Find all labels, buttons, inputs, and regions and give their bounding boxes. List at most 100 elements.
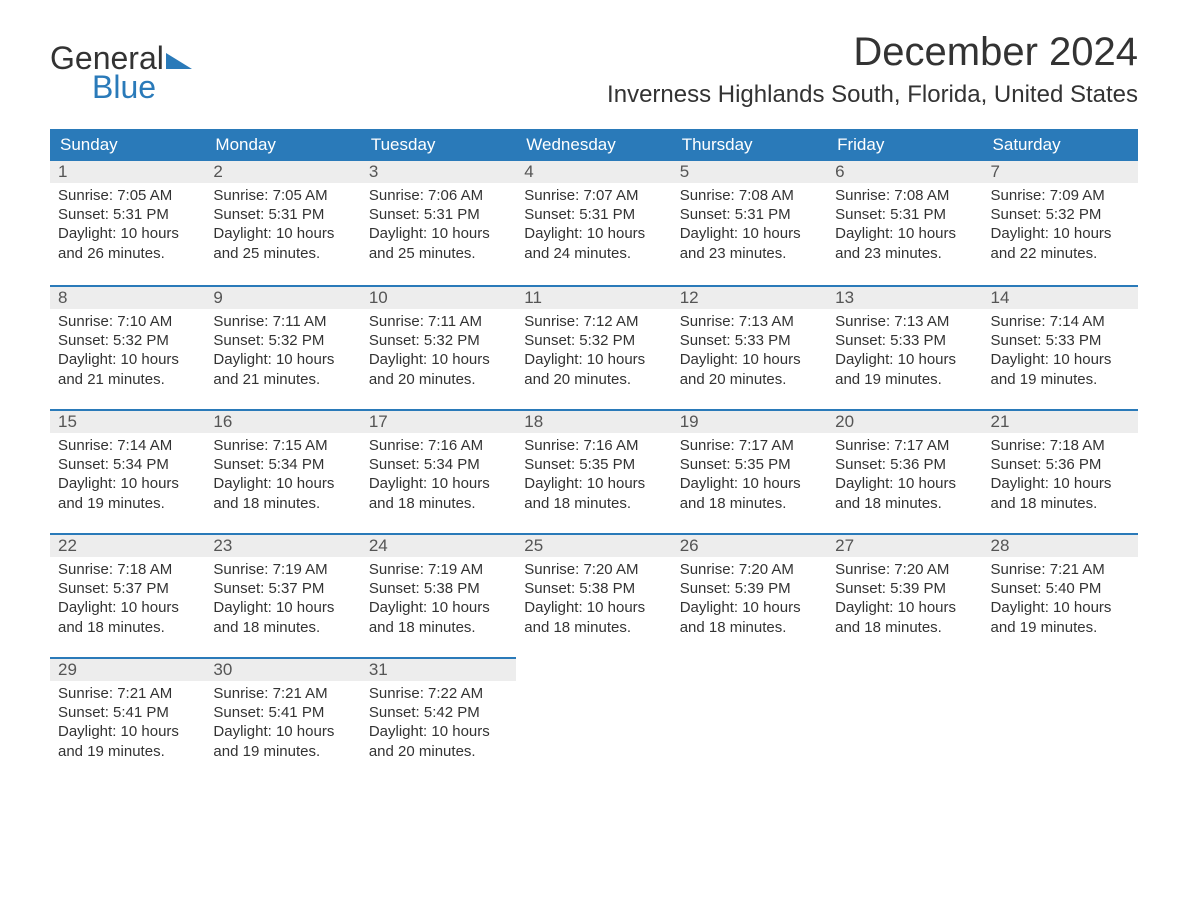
day-details: Sunrise: 7:20 AMSunset: 5:39 PMDaylight:… bbox=[672, 557, 827, 643]
day-number: 3 bbox=[361, 161, 516, 183]
calendar-day-cell: 21Sunrise: 7:18 AMSunset: 5:36 PMDayligh… bbox=[983, 409, 1138, 533]
calendar-day-cell: 29Sunrise: 7:21 AMSunset: 5:41 PMDayligh… bbox=[50, 657, 205, 781]
day-number: 28 bbox=[983, 533, 1138, 557]
day-details: Sunrise: 7:13 AMSunset: 5:33 PMDaylight:… bbox=[672, 309, 827, 395]
sunset-text: Sunset: 5:35 PM bbox=[680, 455, 819, 474]
daylight-line2: and 18 minutes. bbox=[213, 494, 352, 513]
daylight-line2: and 24 minutes. bbox=[524, 244, 663, 263]
day-number: 19 bbox=[672, 409, 827, 433]
calendar-day-cell: 26Sunrise: 7:20 AMSunset: 5:39 PMDayligh… bbox=[672, 533, 827, 657]
sunset-text: Sunset: 5:34 PM bbox=[369, 455, 508, 474]
day-number: 11 bbox=[516, 285, 671, 309]
calendar-day-cell: 18Sunrise: 7:16 AMSunset: 5:35 PMDayligh… bbox=[516, 409, 671, 533]
calendar-day-cell: 30Sunrise: 7:21 AMSunset: 5:41 PMDayligh… bbox=[205, 657, 360, 781]
day-number: 31 bbox=[361, 657, 516, 681]
daylight-line1: Daylight: 10 hours bbox=[680, 350, 819, 369]
sunset-text: Sunset: 5:37 PM bbox=[58, 579, 197, 598]
day-details: Sunrise: 7:15 AMSunset: 5:34 PMDaylight:… bbox=[205, 433, 360, 519]
calendar-day-cell: 8Sunrise: 7:10 AMSunset: 5:32 PMDaylight… bbox=[50, 285, 205, 409]
daylight-line1: Daylight: 10 hours bbox=[524, 474, 663, 493]
day-number bbox=[672, 657, 827, 679]
calendar-day-cell: 11Sunrise: 7:12 AMSunset: 5:32 PMDayligh… bbox=[516, 285, 671, 409]
sunrise-text: Sunrise: 7:13 AM bbox=[680, 312, 819, 331]
day-details: Sunrise: 7:08 AMSunset: 5:31 PMDaylight:… bbox=[672, 183, 827, 269]
daylight-line2: and 23 minutes. bbox=[680, 244, 819, 263]
sunrise-text: Sunrise: 7:08 AM bbox=[680, 186, 819, 205]
day-number: 27 bbox=[827, 533, 982, 557]
sunset-text: Sunset: 5:34 PM bbox=[58, 455, 197, 474]
daylight-line1: Daylight: 10 hours bbox=[835, 350, 974, 369]
title-block: December 2024 Inverness Highlands South,… bbox=[607, 30, 1138, 123]
day-details: Sunrise: 7:06 AMSunset: 5:31 PMDaylight:… bbox=[361, 183, 516, 269]
sunrise-text: Sunrise: 7:06 AM bbox=[369, 186, 508, 205]
daylight-line1: Daylight: 10 hours bbox=[213, 598, 352, 617]
daylight-line1: Daylight: 10 hours bbox=[991, 474, 1130, 493]
daylight-line2: and 19 minutes. bbox=[58, 742, 197, 761]
brand-flag-icon bbox=[166, 49, 192, 69]
calendar-day-cell: 9Sunrise: 7:11 AMSunset: 5:32 PMDaylight… bbox=[205, 285, 360, 409]
daylight-line2: and 21 minutes. bbox=[58, 370, 197, 389]
daylight-line2: and 18 minutes. bbox=[524, 618, 663, 637]
sunrise-text: Sunrise: 7:18 AM bbox=[991, 436, 1130, 455]
calendar-week-row: 15Sunrise: 7:14 AMSunset: 5:34 PMDayligh… bbox=[50, 409, 1138, 533]
weekday-header: Monday bbox=[205, 129, 360, 161]
sunset-text: Sunset: 5:33 PM bbox=[680, 331, 819, 350]
daylight-line1: Daylight: 10 hours bbox=[369, 350, 508, 369]
day-details: Sunrise: 7:11 AMSunset: 5:32 PMDaylight:… bbox=[205, 309, 360, 395]
sunset-text: Sunset: 5:32 PM bbox=[991, 205, 1130, 224]
sunset-text: Sunset: 5:42 PM bbox=[369, 703, 508, 722]
calendar-week-row: 22Sunrise: 7:18 AMSunset: 5:37 PMDayligh… bbox=[50, 533, 1138, 657]
daylight-line1: Daylight: 10 hours bbox=[369, 224, 508, 243]
page-title: December 2024 bbox=[607, 30, 1138, 75]
daylight-line2: and 18 minutes. bbox=[58, 618, 197, 637]
daylight-line1: Daylight: 10 hours bbox=[524, 224, 663, 243]
day-details: Sunrise: 7:07 AMSunset: 5:31 PMDaylight:… bbox=[516, 183, 671, 269]
day-number: 7 bbox=[983, 161, 1138, 183]
calendar-day-cell: 22Sunrise: 7:18 AMSunset: 5:37 PMDayligh… bbox=[50, 533, 205, 657]
daylight-line1: Daylight: 10 hours bbox=[524, 598, 663, 617]
calendar-day-cell: 5Sunrise: 7:08 AMSunset: 5:31 PMDaylight… bbox=[672, 161, 827, 285]
daylight-line2: and 25 minutes. bbox=[213, 244, 352, 263]
calendar-day-cell: 24Sunrise: 7:19 AMSunset: 5:38 PMDayligh… bbox=[361, 533, 516, 657]
day-number: 29 bbox=[50, 657, 205, 681]
daylight-line2: and 23 minutes. bbox=[835, 244, 974, 263]
calendar-table: Sunday Monday Tuesday Wednesday Thursday… bbox=[50, 129, 1138, 781]
location-text: Inverness Highlands South, Florida, Unit… bbox=[607, 81, 1138, 109]
calendar-day-cell bbox=[827, 657, 982, 781]
day-number: 4 bbox=[516, 161, 671, 183]
sunrise-text: Sunrise: 7:13 AM bbox=[835, 312, 974, 331]
daylight-line1: Daylight: 10 hours bbox=[58, 598, 197, 617]
sunrise-text: Sunrise: 7:12 AM bbox=[524, 312, 663, 331]
sunrise-text: Sunrise: 7:20 AM bbox=[524, 560, 663, 579]
sunset-text: Sunset: 5:34 PM bbox=[213, 455, 352, 474]
daylight-line1: Daylight: 10 hours bbox=[58, 224, 197, 243]
calendar-day-cell: 25Sunrise: 7:20 AMSunset: 5:38 PMDayligh… bbox=[516, 533, 671, 657]
calendar-day-cell: 13Sunrise: 7:13 AMSunset: 5:33 PMDayligh… bbox=[827, 285, 982, 409]
day-number: 16 bbox=[205, 409, 360, 433]
daylight-line2: and 18 minutes. bbox=[213, 618, 352, 637]
daylight-line1: Daylight: 10 hours bbox=[369, 722, 508, 741]
calendar-day-cell bbox=[516, 657, 671, 781]
daylight-line2: and 19 minutes. bbox=[58, 494, 197, 513]
calendar-week-row: 8Sunrise: 7:10 AMSunset: 5:32 PMDaylight… bbox=[50, 285, 1138, 409]
day-details: Sunrise: 7:05 AMSunset: 5:31 PMDaylight:… bbox=[205, 183, 360, 269]
daylight-line2: and 22 minutes. bbox=[991, 244, 1130, 263]
calendar-day-cell: 12Sunrise: 7:13 AMSunset: 5:33 PMDayligh… bbox=[672, 285, 827, 409]
daylight-line2: and 20 minutes. bbox=[369, 370, 508, 389]
daylight-line2: and 19 minutes. bbox=[991, 370, 1130, 389]
daylight-line2: and 18 minutes. bbox=[680, 494, 819, 513]
sunrise-text: Sunrise: 7:20 AM bbox=[680, 560, 819, 579]
daylight-line1: Daylight: 10 hours bbox=[213, 350, 352, 369]
day-details: Sunrise: 7:22 AMSunset: 5:42 PMDaylight:… bbox=[361, 681, 516, 767]
calendar-day-cell: 14Sunrise: 7:14 AMSunset: 5:33 PMDayligh… bbox=[983, 285, 1138, 409]
sunset-text: Sunset: 5:31 PM bbox=[369, 205, 508, 224]
sunset-text: Sunset: 5:40 PM bbox=[991, 579, 1130, 598]
sunrise-text: Sunrise: 7:08 AM bbox=[835, 186, 974, 205]
daylight-line1: Daylight: 10 hours bbox=[991, 224, 1130, 243]
day-details: Sunrise: 7:19 AMSunset: 5:38 PMDaylight:… bbox=[361, 557, 516, 643]
day-details: Sunrise: 7:21 AMSunset: 5:41 PMDaylight:… bbox=[50, 681, 205, 767]
brand-text-blue: Blue bbox=[92, 69, 156, 106]
day-details: Sunrise: 7:21 AMSunset: 5:41 PMDaylight:… bbox=[205, 681, 360, 767]
weekday-header: Sunday bbox=[50, 129, 205, 161]
sunrise-text: Sunrise: 7:19 AM bbox=[213, 560, 352, 579]
